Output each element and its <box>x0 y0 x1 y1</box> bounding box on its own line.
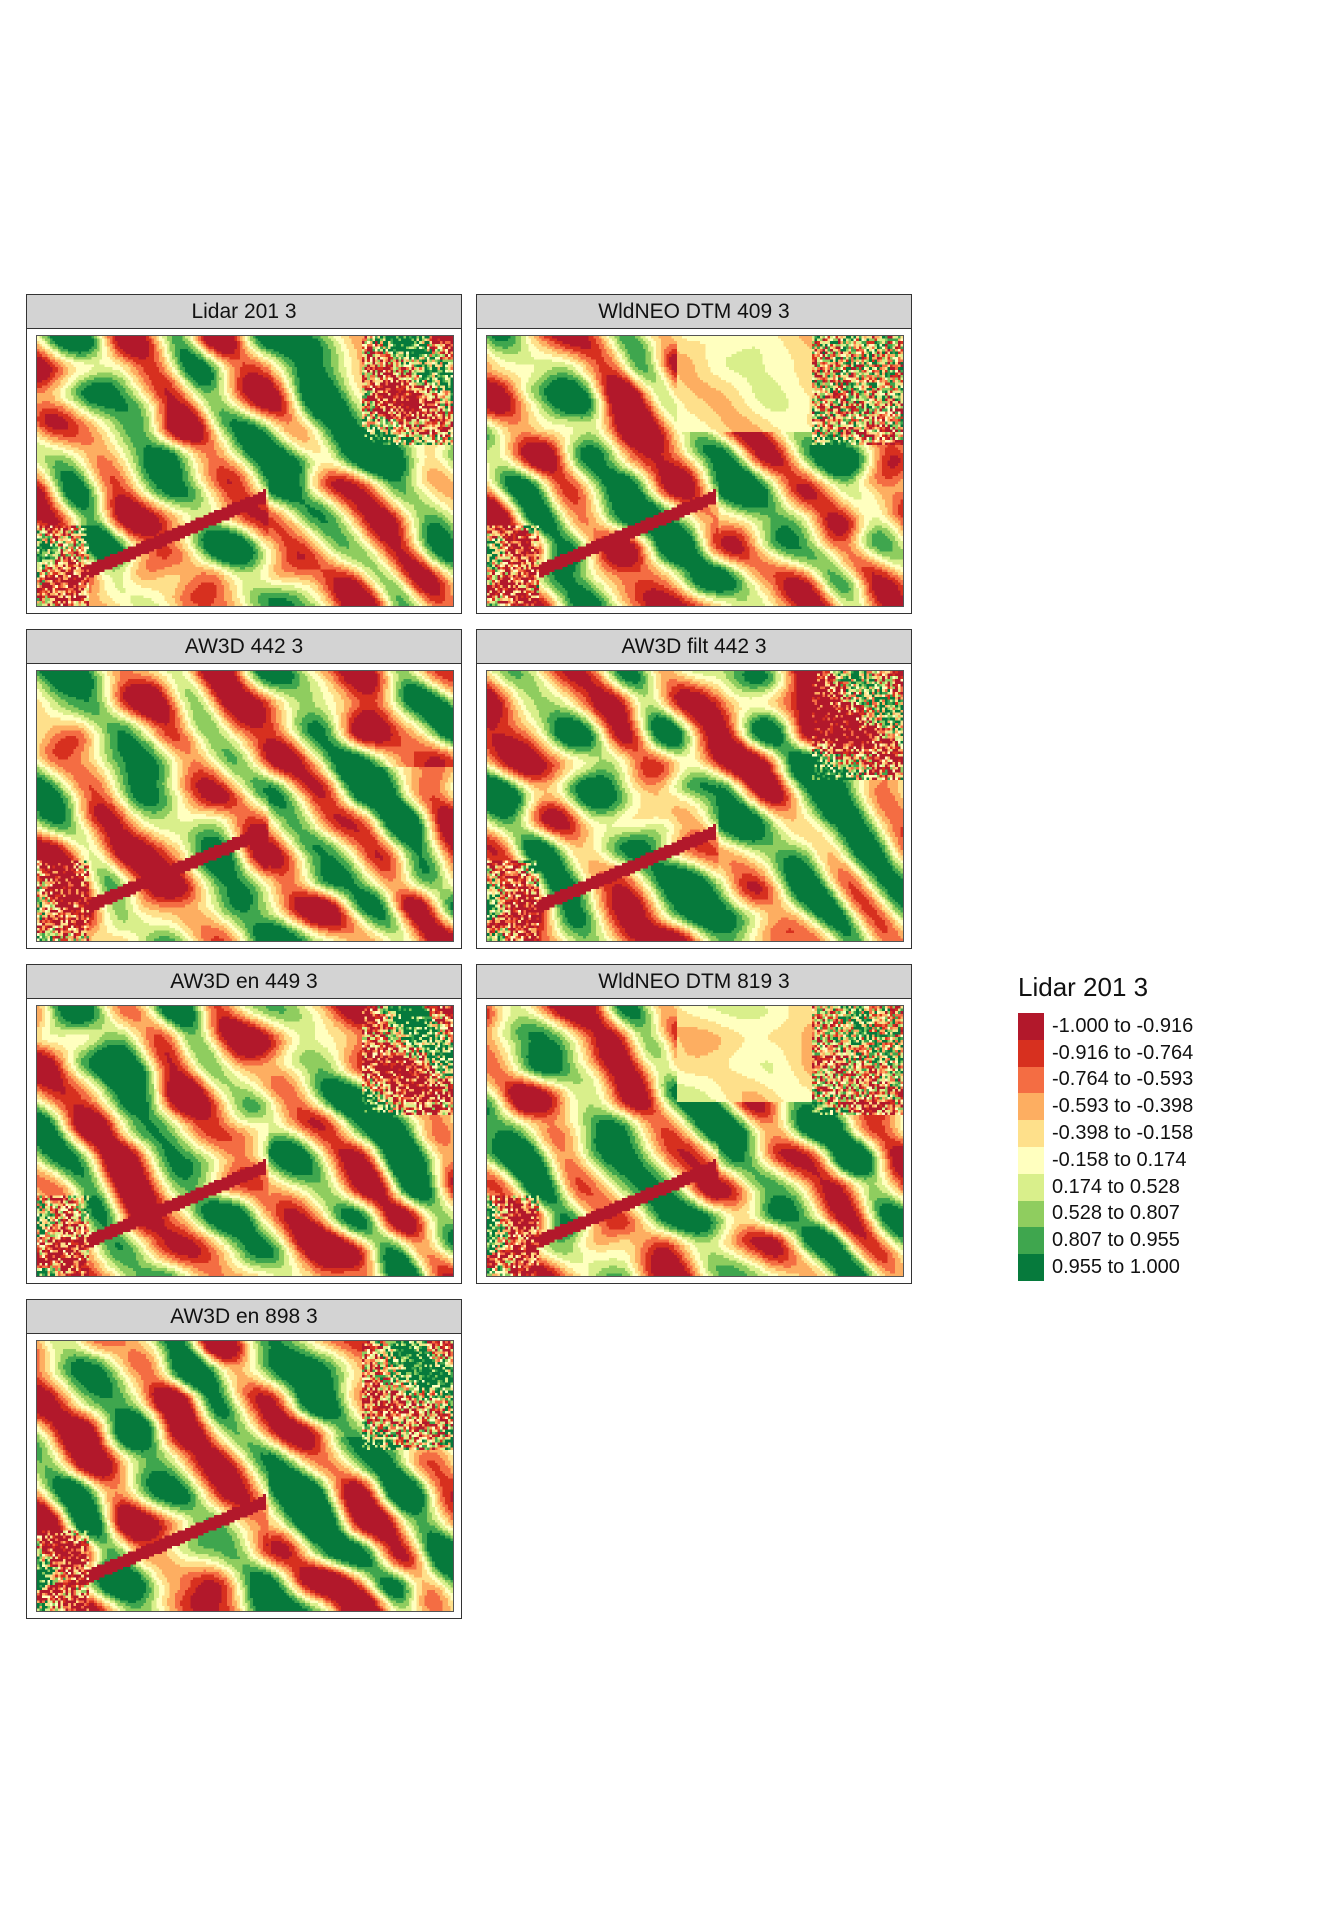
facet-title: AW3D en 898 3 <box>27 1300 461 1334</box>
legend-title: Lidar 201 3 <box>1018 972 1149 1002</box>
facet-panel-aw3d-en-449: AW3D en 449 3 <box>26 964 462 1284</box>
legend-label: 0.528 to 0.807 <box>1052 1202 1180 1225</box>
facet-title: AW3D en 449 3 <box>27 965 461 999</box>
raster-map <box>486 335 904 607</box>
raster-map <box>36 670 454 942</box>
legend-item: -0.593 to -0.398 <box>1018 1093 1258 1121</box>
legend-swatch <box>1018 1120 1044 1147</box>
legend-item: -0.916 to -0.764 <box>1018 1039 1258 1067</box>
legend-item: 0.807 to 0.955 <box>1018 1227 1258 1255</box>
legend-swatch <box>1018 1146 1044 1174</box>
raster-map <box>36 335 454 607</box>
legend-label: 0.174 to 0.528 <box>1052 1175 1180 1198</box>
facet-title: WldNEO DTM 819 3 <box>477 965 911 999</box>
facet-panel-lidar-201: Lidar 201 3 <box>26 294 462 614</box>
legend-item: -0.764 to -0.593 <box>1018 1066 1258 1094</box>
legend-item: 0.528 to 0.807 <box>1018 1200 1258 1228</box>
map-legend: Lidar 201 3 -1.000 to -0.916 -0.916 to -0… <box>1018 972 1258 1281</box>
legend-swatch <box>1018 1039 1044 1067</box>
legend-label: -0.398 to -0.158 <box>1052 1122 1194 1145</box>
raster-map <box>486 1005 904 1277</box>
facet-title: WldNEO DTM 409 3 <box>477 295 911 329</box>
facet-title: AW3D 442 3 <box>27 630 461 664</box>
legend-swatch <box>1018 1013 1044 1040</box>
facet-panel-aw3d-en-898: AW3D en 898 3 <box>26 1299 462 1619</box>
legend-label: 0.807 to 0.955 <box>1052 1229 1180 1252</box>
legend-item: -1.000 to -0.916 <box>1018 1013 1258 1040</box>
raster-map <box>486 670 904 942</box>
legend-label: -0.158 to 0.174 <box>1052 1148 1187 1171</box>
legend-label: -0.593 to -0.398 <box>1052 1095 1194 1118</box>
legend-swatch <box>1018 1093 1044 1121</box>
legend-swatch <box>1018 1173 1044 1201</box>
facet-panel-aw3d-442: AW3D 442 3 <box>26 629 462 949</box>
legend-swatch <box>1018 1254 1044 1281</box>
legend-item: 0.955 to 1.000 <box>1018 1254 1258 1281</box>
legend-items: -1.000 to -0.916 -0.916 to -0.764 -0.764 t… <box>1018 1013 1258 1281</box>
legend-item: 0.174 to 0.528 <box>1018 1173 1258 1201</box>
legend-item: -0.158 to 0.174 <box>1018 1146 1258 1174</box>
facet-panel-aw3d-filt-442: AW3D filt 442 3 <box>476 629 912 949</box>
legend-swatch <box>1018 1227 1044 1255</box>
facet-panel-wldneo-dtm-819: WldNEO DTM 819 3 <box>476 964 912 1284</box>
facet-title: Lidar 201 3 <box>27 295 461 329</box>
legend-label: 0.955 to 1.000 <box>1052 1256 1180 1279</box>
raster-map <box>36 1005 454 1277</box>
legend-item: -0.398 to -0.158 <box>1018 1120 1258 1147</box>
legend-label: -0.764 to -0.593 <box>1052 1068 1194 1091</box>
raster-map <box>36 1340 454 1612</box>
legend-swatch <box>1018 1066 1044 1094</box>
legend-label: -1.000 to -0.916 <box>1052 1014 1194 1037</box>
facet-title: AW3D filt 442 3 <box>477 630 911 664</box>
legend-label: -0.916 to -0.764 <box>1052 1041 1194 1064</box>
facet-panel-wldneo-dtm-409: WldNEO DTM 409 3 <box>476 294 912 614</box>
legend-swatch <box>1018 1200 1044 1228</box>
